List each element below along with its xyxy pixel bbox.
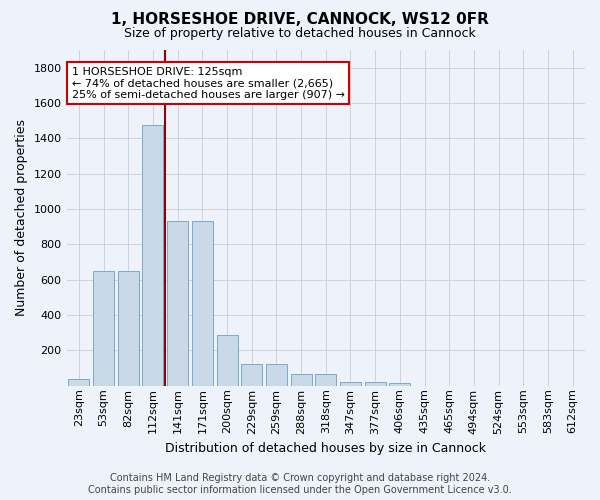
X-axis label: Distribution of detached houses by size in Cannock: Distribution of detached houses by size … bbox=[165, 442, 486, 455]
Bar bbox=[365, 382, 386, 386]
Bar bbox=[93, 270, 114, 386]
Bar bbox=[290, 374, 311, 386]
Bar bbox=[315, 374, 336, 386]
Text: 1 HORSESHOE DRIVE: 125sqm
← 74% of detached houses are smaller (2,665)
25% of se: 1 HORSESHOE DRIVE: 125sqm ← 74% of detac… bbox=[72, 67, 345, 100]
Text: Contains HM Land Registry data © Crown copyright and database right 2024.
Contai: Contains HM Land Registry data © Crown c… bbox=[88, 474, 512, 495]
Bar bbox=[68, 378, 89, 386]
Bar bbox=[167, 220, 188, 386]
Y-axis label: Number of detached properties: Number of detached properties bbox=[15, 120, 28, 316]
Bar bbox=[266, 364, 287, 386]
Bar bbox=[217, 334, 238, 386]
Bar bbox=[389, 383, 410, 386]
Text: 1, HORSESHOE DRIVE, CANNOCK, WS12 0FR: 1, HORSESHOE DRIVE, CANNOCK, WS12 0FR bbox=[111, 12, 489, 28]
Bar bbox=[241, 364, 262, 386]
Text: Size of property relative to detached houses in Cannock: Size of property relative to detached ho… bbox=[124, 28, 476, 40]
Bar bbox=[340, 382, 361, 386]
Bar bbox=[192, 220, 213, 386]
Bar bbox=[118, 270, 139, 386]
Bar bbox=[142, 126, 163, 386]
